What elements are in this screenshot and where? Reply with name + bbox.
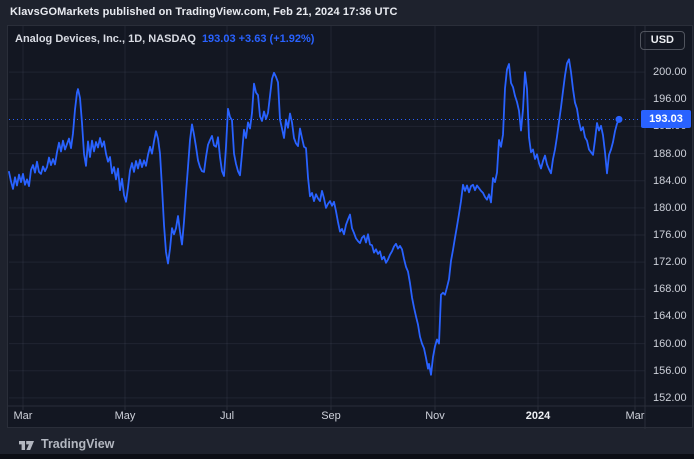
price-axis-label: 188.00: [653, 148, 687, 160]
tradingview-logo-icon[interactable]: [18, 437, 35, 451]
time-axis-label: Sep: [321, 410, 341, 422]
price-axis-label: 176.00: [653, 229, 687, 241]
last-price-badge: 193.03: [641, 110, 691, 128]
price-axis-label: 160.00: [653, 338, 687, 350]
price-axis-label: 200.00: [653, 66, 687, 78]
bottom-edge-strip: [0, 454, 694, 459]
price-axis-label: 184.00: [653, 175, 687, 187]
chart-widget: Analog Devices, Inc., 1D, NASDAQ 193.03 +…: [7, 25, 694, 429]
attribution-banner: KlavsGOMarkets published on TradingView.…: [10, 6, 398, 18]
time-axis-label: Nov: [425, 410, 445, 422]
price-axis-label: 156.00: [653, 365, 687, 377]
price-axis-label: 164.00: [653, 310, 687, 322]
symbol-values: 193.03 +3.63 (+1.92%): [201, 33, 315, 45]
price-chart[interactable]: [8, 26, 694, 429]
price-axis-label: 180.00: [653, 202, 687, 214]
price-axis-label: 196.00: [653, 93, 687, 105]
time-axis-label: Jul: [219, 410, 235, 422]
symbol-legend[interactable]: Analog Devices, Inc., 1D, NASDAQ 193.03 +…: [15, 33, 314, 45]
footer: TradingView: [18, 437, 114, 451]
price-axis-label: 152.00: [653, 392, 687, 404]
time-axis-label: Mar: [13, 410, 33, 422]
time-axis-label: May: [114, 410, 136, 422]
currency-toggle-button[interactable]: USD: [639, 31, 685, 50]
price-axis-label: 172.00: [653, 256, 687, 268]
time-axis-label: Mar: [625, 410, 645, 422]
tradingview-brand-text[interactable]: TradingView: [41, 437, 115, 451]
price-axis-label: 168.00: [653, 283, 687, 295]
symbol-title: Analog Devices, Inc., 1D, NASDAQ: [15, 33, 196, 45]
time-axis-label: 2024: [525, 410, 551, 422]
